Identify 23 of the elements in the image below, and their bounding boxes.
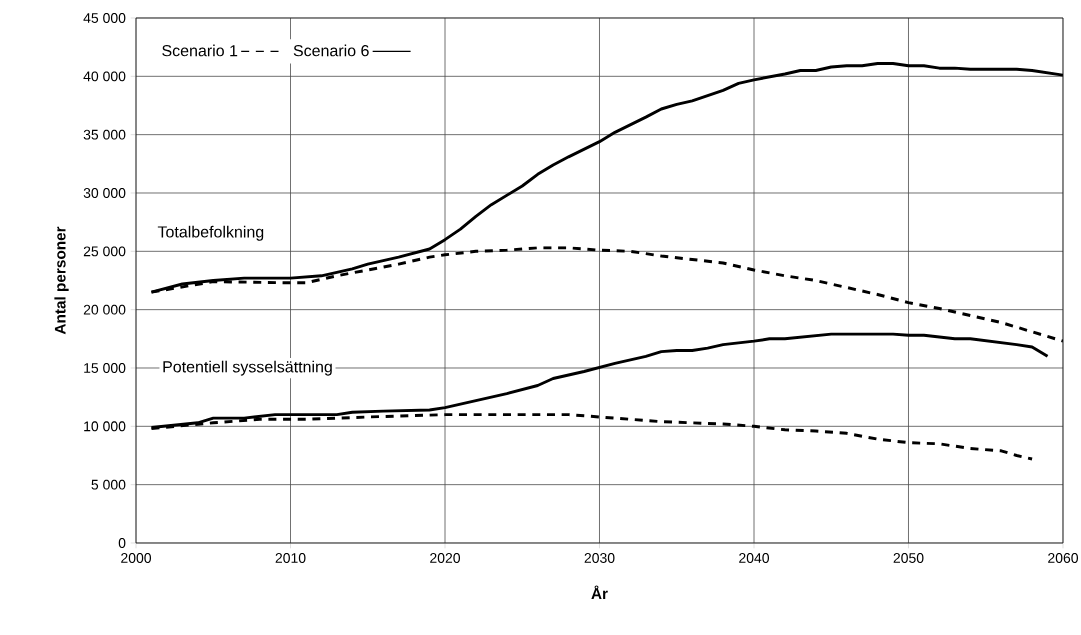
y-tick-label: 5 000 <box>91 479 126 490</box>
y-tick-label: 35 000 <box>83 129 126 140</box>
x-tick-label: 2050 <box>893 553 924 563</box>
annotation: Totalbefolkning <box>157 225 264 241</box>
x-tick-label: 2010 <box>275 553 306 563</box>
y-tick-label: 30 000 <box>83 188 126 198</box>
x-axis-title: År <box>591 585 608 599</box>
legend-label: Scenario 6 <box>293 44 369 57</box>
y-tick-label: 40 000 <box>83 71 126 82</box>
y-tick-label: 20 000 <box>83 304 126 315</box>
x-tick-label: 2030 <box>584 553 615 563</box>
x-tick-label: 2040 <box>739 553 770 563</box>
x-tick-label: 2060 <box>1048 553 1079 563</box>
x-tick-label: 2000 <box>121 553 152 563</box>
annotation: Potentiell sysselsättning <box>163 360 332 376</box>
y-tick-label: 0 <box>118 538 126 548</box>
y-tick-label: 45 000 <box>83 13 126 23</box>
x-tick-label: 2020 <box>430 553 461 563</box>
y-tick-label: 15 000 <box>84 363 126 373</box>
y-tick-label: 25 000 <box>83 246 126 257</box>
legend-label: Scenario 1 <box>162 44 238 57</box>
y-axis-title: Antal personer <box>54 226 69 335</box>
y-tick-label: 10 000 <box>84 421 126 432</box>
